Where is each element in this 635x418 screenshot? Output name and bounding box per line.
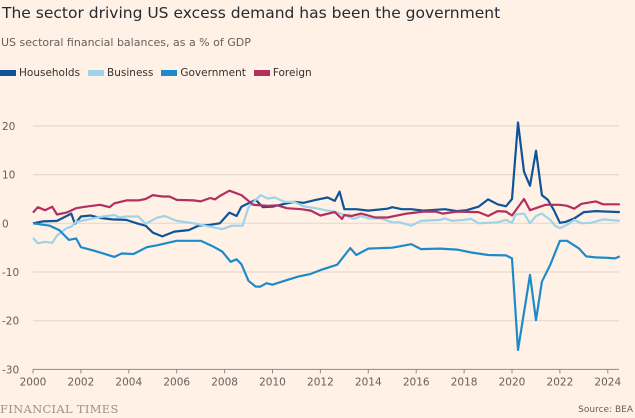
x-tick-label: 2024 bbox=[594, 376, 621, 388]
chart-title: The sector driving US excess demand has … bbox=[2, 4, 501, 22]
legend-item-foreign: Foreign bbox=[253, 67, 312, 79]
legend-item-business: Business bbox=[88, 67, 153, 79]
series-line-households bbox=[32, 121, 620, 238]
legend-swatch bbox=[161, 70, 178, 76]
x-tick-label: 2010 bbox=[259, 376, 286, 388]
legend-label: Government bbox=[180, 67, 246, 79]
y-tick-label: 10 bbox=[2, 170, 15, 182]
x-tick-label: 2004 bbox=[115, 376, 142, 388]
x-tick-label: 2000 bbox=[20, 376, 47, 388]
legend-swatch bbox=[253, 70, 270, 76]
legend-swatch bbox=[0, 70, 16, 76]
chart-subtitle: US sectoral financial balances, as a % o… bbox=[1, 36, 251, 49]
x-tick-label: 2008 bbox=[211, 376, 238, 388]
legend-swatch bbox=[88, 70, 105, 76]
x-tick-label: 2006 bbox=[163, 376, 190, 388]
x-tick-label: 2014 bbox=[355, 376, 382, 388]
y-tick-label: -20 bbox=[2, 316, 19, 328]
legend-label: Business bbox=[107, 67, 154, 79]
x-tick-label: 2022 bbox=[547, 376, 574, 388]
legend-item-households: Households bbox=[0, 67, 80, 79]
x-tick-label: 2020 bbox=[499, 376, 526, 388]
legend-label: Households bbox=[19, 67, 81, 79]
y-tick-label: 20 bbox=[2, 121, 15, 133]
legend-item-government: Government bbox=[161, 67, 246, 79]
ft-logo: FINANCIAL TIMES bbox=[0, 402, 119, 416]
series-line-foreign bbox=[32, 189, 620, 220]
y-tick-label: -30 bbox=[2, 364, 19, 376]
series-line-government bbox=[32, 222, 621, 351]
x-tick-label: 2002 bbox=[68, 376, 95, 388]
legend-label: Foreign bbox=[272, 67, 312, 79]
source-note: Source: BEA bbox=[578, 405, 633, 415]
series-line-business bbox=[32, 194, 620, 245]
legend: Households Business Government Foreign bbox=[0, 67, 312, 79]
x-tick-label: 2018 bbox=[451, 376, 478, 388]
y-tick-label: 0 bbox=[2, 218, 9, 230]
x-tick-label: 2012 bbox=[307, 376, 334, 388]
y-tick-label: -10 bbox=[2, 267, 19, 279]
x-tick-label: 2016 bbox=[403, 376, 430, 388]
